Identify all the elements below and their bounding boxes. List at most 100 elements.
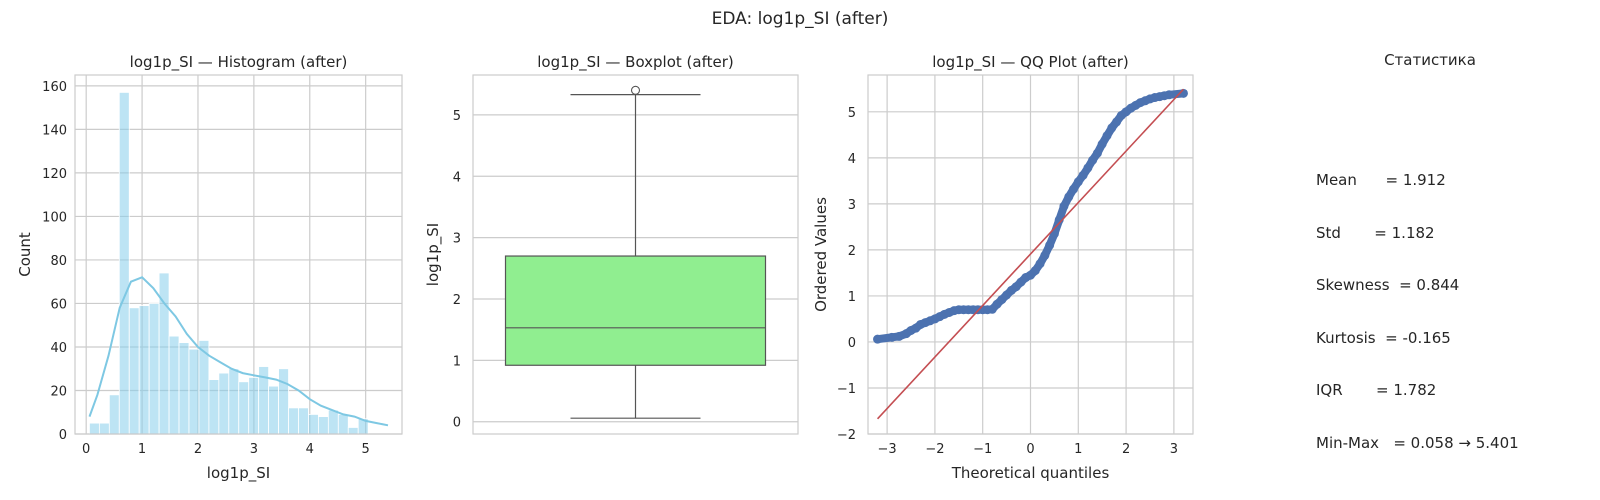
qq-point-30 (1030, 266, 1040, 276)
stats-block: Mean = 1.912 Std = 1.182 Skewness = 0.84… (1316, 137, 1519, 470)
box-ytick-label-4: 4 (453, 170, 461, 185)
hist-ytick-label-1: 20 (50, 384, 67, 399)
hist-ytick-label-8: 160 (42, 80, 67, 95)
qq-point-38 (1069, 184, 1079, 194)
box-ytick-label-0: 0 (453, 416, 461, 431)
hist-bar-13 (218, 372, 230, 435)
qq-xtick-label-0: −3 (878, 442, 897, 457)
hist-bar-26 (347, 427, 359, 435)
hist-bar-9 (178, 342, 190, 435)
qq-ytick-label-7: 5 (848, 106, 856, 121)
qq-xtick-label-3: 0 (1026, 442, 1034, 457)
stats-title: Статистика (1384, 51, 1476, 69)
qq-point-33 (1045, 240, 1055, 250)
qq-xtick-label-4: 1 (1074, 442, 1082, 457)
box-ylabel: log1p_SI (424, 223, 443, 286)
hist-xtick-label-5: 5 (362, 442, 370, 457)
stat-mean: Mean = 1.912 (1316, 171, 1446, 189)
qq-ytick-label-4: 2 (848, 244, 856, 259)
hist-xtick-label-1: 1 (138, 442, 146, 457)
box-ytick-label-2: 2 (453, 293, 461, 308)
hist-bar-0 (89, 422, 100, 435)
qq-point-47 (1112, 117, 1122, 127)
hist-bar-16 (248, 377, 260, 435)
hist-xlabel: log1p_SI (207, 464, 270, 483)
hist-ylabel: Count (16, 232, 34, 277)
stat-skewness: Skewness = 0.844 (1316, 276, 1460, 294)
qq-point-31 (1035, 259, 1045, 269)
hist-kde-line (88, 276, 389, 427)
box-outlier-0 (630, 85, 641, 95)
hist-bar-1 (98, 422, 110, 435)
qq-point-1 (887, 332, 897, 342)
qq-point-39 (1073, 177, 1083, 187)
box-ytick-label-3: 3 (453, 232, 461, 247)
qq-point-35 (1054, 215, 1064, 225)
hist-bar-14 (228, 368, 240, 435)
qq-point-37 (1064, 192, 1074, 202)
qq-ytick-label-6: 4 (848, 152, 856, 167)
hist-ytick-label-5: 100 (42, 210, 67, 225)
qq-ytick-label-3: 1 (848, 290, 856, 305)
qq-point-45 (1102, 131, 1112, 141)
box-frame (472, 74, 799, 435)
hist-bar-22 (308, 414, 319, 435)
hist-bar-2 (108, 394, 120, 435)
hist-ytick-label-3: 60 (50, 297, 67, 312)
stat-iqr: IQR = 1.782 (1316, 381, 1437, 399)
hist-title: log1p_SI — Histogram (after) (130, 53, 348, 72)
hist-bar-8 (168, 335, 180, 435)
qq-xtick-label-6: 3 (1170, 442, 1178, 457)
hist-xtick-label-3: 3 (250, 442, 258, 457)
stat-kurtosis: Kurtosis = -0.165 (1316, 328, 1451, 347)
hist-bar-12 (208, 379, 220, 435)
hist-ytick-label-7: 140 (42, 123, 67, 138)
qq-frame (867, 74, 1194, 435)
hist-bar-21 (298, 407, 309, 435)
hist-bar-23 (317, 416, 329, 435)
hist-ytick-label-2: 40 (50, 341, 67, 356)
qq-xlabel: Theoretical quantiles (951, 464, 1110, 482)
box-title: log1p_SI — Boxplot (after) (537, 53, 734, 72)
hist-bar-5 (138, 305, 150, 435)
qq-xtick-label-2: −1 (973, 442, 992, 457)
hist-xtick-label-4: 4 (306, 442, 314, 457)
hist-bar-20 (288, 407, 299, 435)
hist-bar-10 (188, 348, 200, 435)
hist-bar-25 (337, 414, 349, 435)
qq-point-43 (1092, 148, 1102, 158)
qq-point-40 (1078, 170, 1088, 180)
suptitle: EDA: log1p_SI (after) (712, 9, 889, 29)
qq-ylabel: Ordered Values (812, 197, 830, 312)
hist-xtick-label-2: 2 (194, 442, 202, 457)
hist-frame (74, 74, 403, 435)
qq-fit-line (876, 88, 1185, 420)
stat-min-max: Min-Max = 0.058 → 5.401 (1316, 433, 1519, 452)
qq-point-32 (1040, 250, 1050, 260)
hist-bar-24 (327, 409, 339, 435)
qq-ytick-label-5: 3 (848, 198, 856, 213)
hist-bar-4 (128, 307, 140, 435)
qq-point-46 (1107, 123, 1117, 133)
hist-xtick-label-0: 0 (82, 442, 90, 457)
hist-bar-6 (148, 303, 160, 435)
hist-bar-3 (118, 92, 130, 435)
stat-std: Std = 1.182 (1316, 223, 1435, 242)
hist-bar-19 (278, 368, 289, 435)
box-ytick-label-1: 1 (453, 354, 461, 369)
hist-ytick-label-0: 0 (59, 428, 67, 443)
qq-point-42 (1088, 155, 1098, 165)
hist-bar-15 (238, 381, 250, 435)
qq-xtick-label-5: 2 (1122, 442, 1130, 457)
qq-point-41 (1083, 163, 1093, 173)
qq-point-2 (894, 331, 904, 341)
qq-ytick-label-1: −1 (837, 382, 856, 397)
qq-point-0 (873, 334, 883, 344)
qq-ytick-label-0: −2 (837, 428, 856, 443)
qq-point-44 (1097, 139, 1107, 149)
box-iqr (504, 255, 767, 366)
qq-xtick-label-1: −2 (925, 442, 944, 457)
box-ytick-label-5: 5 (453, 109, 461, 124)
qq-point-36 (1059, 201, 1069, 211)
